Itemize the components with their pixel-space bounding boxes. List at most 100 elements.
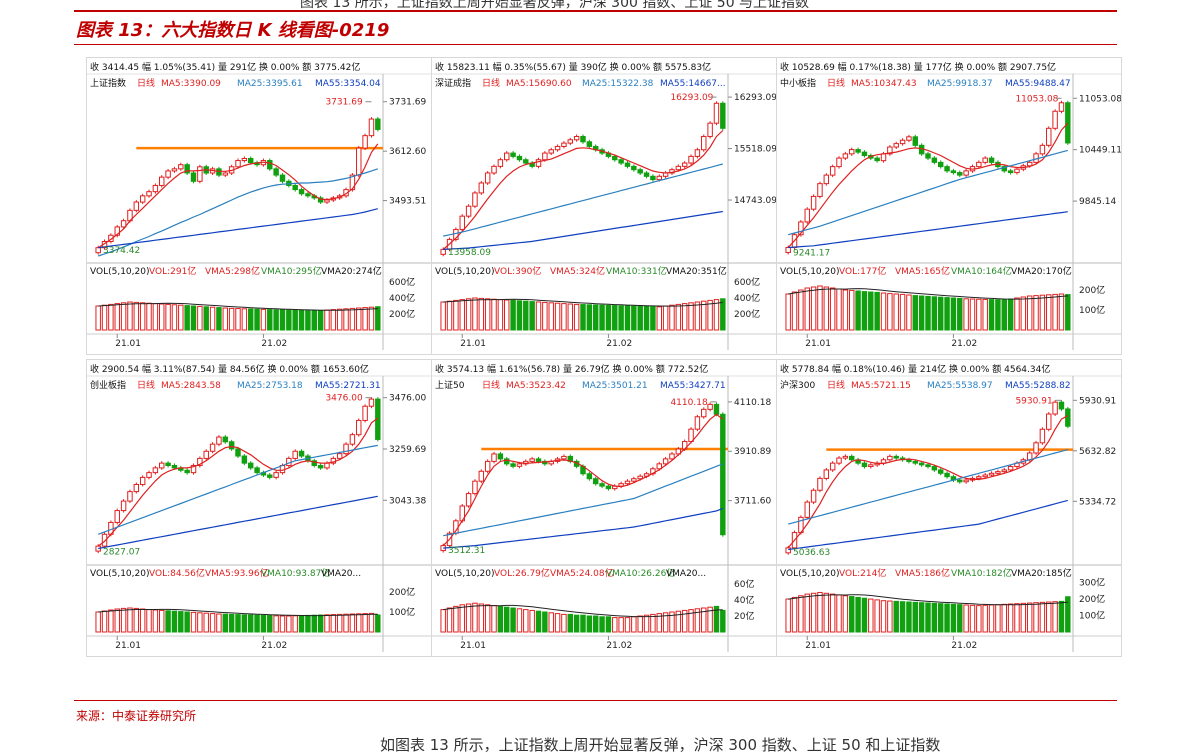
volume-bar <box>260 308 267 331</box>
candle-body <box>241 157 248 162</box>
candle-body <box>976 476 982 479</box>
volume-bar <box>465 298 472 331</box>
volume-bar <box>446 607 453 633</box>
volume-bar <box>662 305 669 331</box>
candle-body <box>912 136 919 146</box>
vma-line <box>443 604 723 618</box>
candle-body <box>612 155 618 161</box>
volume-bar <box>868 598 874 633</box>
vma20-label: VMA20:170亿 <box>1011 265 1072 277</box>
candle-body <box>624 480 631 485</box>
volume-bar <box>573 614 580 633</box>
ma25-line <box>788 449 1068 525</box>
candle-body <box>440 248 446 255</box>
candle-body <box>925 464 931 468</box>
volume-bar <box>484 298 491 331</box>
volume-bar <box>222 613 229 633</box>
volume-bar <box>586 615 593 633</box>
x-tick-label: 21.02 <box>261 641 287 651</box>
volume-bar <box>995 604 1001 633</box>
candle-body <box>656 175 662 181</box>
candle-body <box>120 500 127 512</box>
volume-bar <box>114 303 120 331</box>
volume-bar <box>906 601 912 633</box>
price-tick-label: 10449.11 <box>1079 146 1121 156</box>
volume-bar <box>349 613 356 633</box>
candle-body <box>861 151 868 157</box>
ma5-line <box>97 417 379 547</box>
ma55-line <box>443 210 723 250</box>
candle-body <box>944 472 950 478</box>
volume-bar <box>267 615 273 633</box>
volume-bar <box>459 299 465 331</box>
candle-body <box>535 458 542 462</box>
vma20-label: VMA20:351亿 <box>666 265 727 277</box>
volume-bar <box>152 609 159 633</box>
volume-bar <box>785 293 791 331</box>
volume-bar <box>197 612 203 633</box>
volume-bar <box>957 297 963 331</box>
candle-body <box>159 462 165 469</box>
volume-bar <box>523 300 529 331</box>
ma5-label: MA5:5721.15 <box>851 381 911 391</box>
candle-body <box>586 473 593 480</box>
candle-body <box>720 413 726 536</box>
candle-body <box>311 460 317 467</box>
volume-bar <box>861 597 868 633</box>
footer-paragraph-text: 如图表 13 所示，上证指数上周开始显著反弹，沪深 300 指数、上证 50 和… <box>380 736 941 754</box>
volume-bar <box>612 305 618 331</box>
volume-bar <box>804 287 810 331</box>
volume-bar <box>95 305 101 331</box>
vma20-label: VMA20... <box>666 569 706 579</box>
vma5-label: VMA5:186亿 <box>895 567 950 579</box>
index-name: 深证成指 <box>435 77 471 89</box>
candle-body <box>650 175 656 181</box>
volume-bar <box>694 301 701 331</box>
info-row: 收 10528.69 幅 0.17%(18.38) 量 177亿 换 0.00%… <box>780 61 1056 73</box>
vol-title: VOL(5,10,20) <box>90 267 149 277</box>
volume-bar <box>592 615 599 633</box>
low-label: 2827.07 <box>103 548 140 558</box>
candle-body <box>925 153 931 159</box>
candle-body <box>235 448 241 457</box>
x-tick-label: 21.02 <box>606 641 632 651</box>
ma25-label: MA25:5538.97 <box>927 381 993 391</box>
volume-bar <box>127 607 133 633</box>
volume-bar <box>880 600 887 633</box>
candle-body <box>101 533 108 547</box>
volume-bar <box>944 603 950 633</box>
volume-bar <box>472 297 478 331</box>
volume-bar <box>912 601 919 633</box>
high-label: 5930.91 <box>1015 396 1052 406</box>
price-tick-label: 5632.82 <box>1079 447 1116 457</box>
candle-body <box>701 135 707 151</box>
volume-bar <box>190 305 197 331</box>
x-tick-label: 21.02 <box>261 339 287 349</box>
volume-bar <box>899 293 906 331</box>
volume-bar <box>605 616 612 633</box>
candle-body <box>1046 127 1052 146</box>
candle-body <box>267 474 273 478</box>
ma55-label: MA55:9488.47 <box>1005 79 1071 89</box>
volume-bar <box>516 608 523 633</box>
volume-bar <box>988 604 995 633</box>
candle-body <box>899 139 906 145</box>
volume-bar <box>836 594 842 633</box>
candle-body <box>982 157 988 163</box>
price-tick-label: 3731.69 <box>389 98 426 108</box>
vol-tick-label: 100亿 <box>1079 304 1105 316</box>
candle-body <box>963 479 969 483</box>
candle-body <box>465 493 472 507</box>
source-note: 来源：中泰证券研究所 <box>76 709 197 723</box>
volume-bar <box>146 302 152 331</box>
volume-bar <box>523 609 529 633</box>
volume-bar <box>1001 299 1007 331</box>
info-row: 收 3414.45 幅 1.05%(35.41) 量 291亿 换 0.00% … <box>90 61 360 73</box>
volume-bar <box>982 298 988 331</box>
volume-bar <box>893 600 899 633</box>
volume-bar <box>554 613 561 633</box>
volume-bar <box>1052 601 1058 633</box>
candle-body <box>855 149 861 153</box>
volume-bar <box>273 615 279 633</box>
volume-bar <box>133 301 140 331</box>
